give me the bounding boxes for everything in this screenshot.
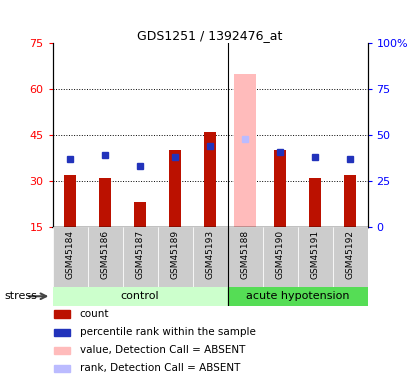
Text: value, Detection Call = ABSENT: value, Detection Call = ABSENT	[80, 345, 245, 355]
Bar	[204, 132, 216, 227]
Bar	[344, 175, 356, 227]
Text: rank, Detection Call = ABSENT: rank, Detection Call = ABSENT	[80, 363, 240, 373]
FancyBboxPatch shape	[192, 227, 228, 287]
Bar	[274, 150, 286, 227]
FancyBboxPatch shape	[52, 227, 87, 287]
FancyBboxPatch shape	[262, 227, 297, 287]
Text: stress: stress	[4, 291, 37, 301]
Text: GSM45191: GSM45191	[310, 230, 320, 279]
FancyBboxPatch shape	[297, 227, 333, 287]
Bar	[54, 328, 70, 336]
Text: GSM45193: GSM45193	[205, 230, 215, 279]
Bar	[309, 178, 321, 227]
Text: GSM45192: GSM45192	[346, 230, 354, 279]
FancyBboxPatch shape	[228, 227, 262, 287]
Text: count: count	[80, 309, 109, 319]
Bar	[64, 175, 76, 227]
Text: percentile rank within the sample: percentile rank within the sample	[80, 327, 255, 337]
FancyBboxPatch shape	[158, 227, 192, 287]
Bar	[99, 178, 111, 227]
Text: GSM45189: GSM45189	[171, 230, 179, 279]
Bar	[54, 346, 70, 354]
Text: control: control	[121, 291, 159, 301]
FancyBboxPatch shape	[123, 227, 158, 287]
Text: GSM45190: GSM45190	[276, 230, 284, 279]
Bar	[169, 150, 181, 227]
Bar	[228, 287, 368, 306]
Text: GSM45186: GSM45186	[100, 230, 110, 279]
Bar	[134, 202, 146, 227]
FancyBboxPatch shape	[333, 227, 368, 287]
FancyBboxPatch shape	[87, 227, 123, 287]
Bar	[54, 310, 70, 318]
Bar	[54, 364, 70, 372]
Bar	[234, 74, 256, 227]
Title: GDS1251 / 1392476_at: GDS1251 / 1392476_at	[137, 29, 283, 42]
Text: GSM45188: GSM45188	[241, 230, 249, 279]
Bar	[52, 287, 228, 306]
Text: GSM45187: GSM45187	[136, 230, 144, 279]
Text: GSM45184: GSM45184	[66, 230, 74, 279]
Text: acute hypotension: acute hypotension	[246, 291, 349, 301]
